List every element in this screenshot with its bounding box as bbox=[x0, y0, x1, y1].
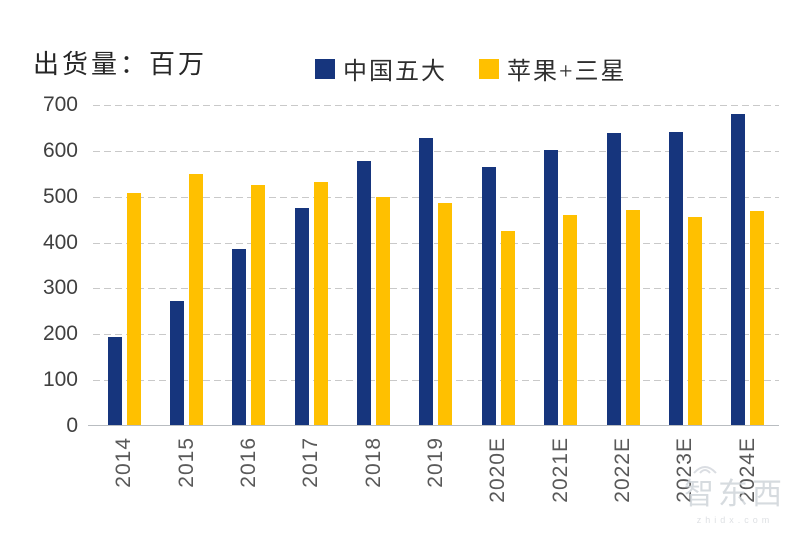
bar-china-top5-2015 bbox=[170, 301, 185, 426]
bar-china-top5-2024E bbox=[731, 114, 746, 426]
bar-group-2021E bbox=[530, 105, 592, 426]
legend-label-china-top5: 中国五大 bbox=[343, 59, 447, 85]
watermark-url: zhidx.com bbox=[696, 515, 774, 525]
x-tick-label-2017: 2017 bbox=[299, 437, 323, 488]
bar-apple-samsung-2020E bbox=[500, 231, 515, 426]
y-tick-label: 700 bbox=[42, 93, 78, 116]
bar-group-2020E bbox=[467, 105, 529, 426]
y-tick-label: 400 bbox=[42, 230, 78, 254]
y-tick-label: 300 bbox=[42, 276, 78, 300]
gridline bbox=[93, 380, 779, 382]
x-tick-label-2016: 2016 bbox=[236, 437, 260, 488]
y-tick-label: 600 bbox=[42, 138, 78, 162]
gridline bbox=[93, 334, 779, 336]
bars-layer bbox=[93, 105, 779, 426]
bar-apple-samsung-2024E bbox=[750, 211, 765, 426]
signal-arc-icon bbox=[693, 466, 717, 474]
bar-china-top5-2016 bbox=[232, 249, 247, 426]
y-tick-label: 200 bbox=[42, 322, 78, 346]
y-tick-label: 100 bbox=[42, 368, 78, 392]
gridline bbox=[93, 288, 779, 290]
gridline bbox=[93, 242, 779, 244]
bar-china-top5-2022E bbox=[606, 132, 621, 426]
bar-group-2019 bbox=[405, 105, 467, 426]
gridline bbox=[93, 150, 779, 152]
bar-china-top5-2014 bbox=[107, 336, 122, 426]
bar-group-2018 bbox=[342, 105, 404, 426]
bar-group-2017 bbox=[280, 105, 342, 426]
x-tick-label-2021E: 2021E bbox=[548, 437, 572, 503]
legend: 中国五大 苹果+三星 bbox=[315, 51, 627, 86]
bar-group-2014 bbox=[93, 105, 155, 426]
y-tick-label: 0 bbox=[66, 414, 78, 437]
bar-apple-samsung-2019 bbox=[438, 203, 453, 426]
bar-apple-samsung-2021E bbox=[563, 215, 578, 426]
x-tick-label-2022E: 2022E bbox=[611, 437, 635, 503]
legend-item-china-top5: 中国五大 bbox=[315, 51, 447, 86]
bar-china-top5-2017 bbox=[294, 208, 309, 426]
bar-china-top5-2020E bbox=[481, 166, 496, 426]
gridline bbox=[93, 105, 779, 106]
x-tick-label-2018: 2018 bbox=[361, 437, 385, 488]
x-tick-label-2015: 2015 bbox=[174, 437, 198, 488]
bar-apple-samsung-2016 bbox=[251, 185, 266, 426]
plot-area bbox=[88, 105, 779, 426]
bar-apple-samsung-2023E bbox=[687, 217, 702, 426]
bar-apple-samsung-2015 bbox=[189, 173, 204, 426]
watermark-text: 智东西 bbox=[684, 478, 786, 511]
bar-china-top5-2021E bbox=[544, 149, 559, 426]
bar-group-2015 bbox=[155, 105, 217, 426]
x-tick-label-2020E: 2020E bbox=[486, 437, 510, 503]
bar-apple-samsung-2022E bbox=[625, 210, 640, 426]
legend-swatch-apple-samsung bbox=[479, 58, 499, 79]
legend-label-apple-samsung: 苹果+三星 bbox=[507, 59, 627, 85]
legend-swatch-china-top5 bbox=[315, 58, 335, 79]
x-tick-label-2019: 2019 bbox=[424, 437, 447, 488]
legend-item-apple-samsung: 苹果+三星 bbox=[479, 51, 627, 86]
bar-apple-samsung-2018 bbox=[376, 196, 391, 426]
watermark: 智东西 zhidx.com bbox=[674, 466, 796, 525]
bar-group-2023E bbox=[654, 105, 716, 426]
gridline bbox=[93, 196, 779, 198]
bar-china-top5-2019 bbox=[419, 138, 434, 426]
bar-china-top5-2018 bbox=[357, 160, 372, 426]
axis-unit-label: 出货量：百万 bbox=[33, 50, 208, 79]
bar-group-2022E bbox=[592, 105, 654, 426]
bar-group-2024E bbox=[717, 105, 779, 426]
bar-apple-samsung-2014 bbox=[126, 193, 141, 426]
x-axis-line bbox=[88, 425, 779, 426]
bar-china-top5-2023E bbox=[668, 132, 683, 426]
y-tick-label: 500 bbox=[42, 184, 78, 208]
y-axis-labels: 0 100 200 300 400 500 600 700 bbox=[0, 94, 78, 437]
bar-apple-samsung-2017 bbox=[313, 182, 328, 426]
bar-group-2016 bbox=[218, 105, 280, 426]
x-tick-label-2014: 2014 bbox=[112, 437, 136, 488]
grid-layer bbox=[93, 105, 779, 426]
